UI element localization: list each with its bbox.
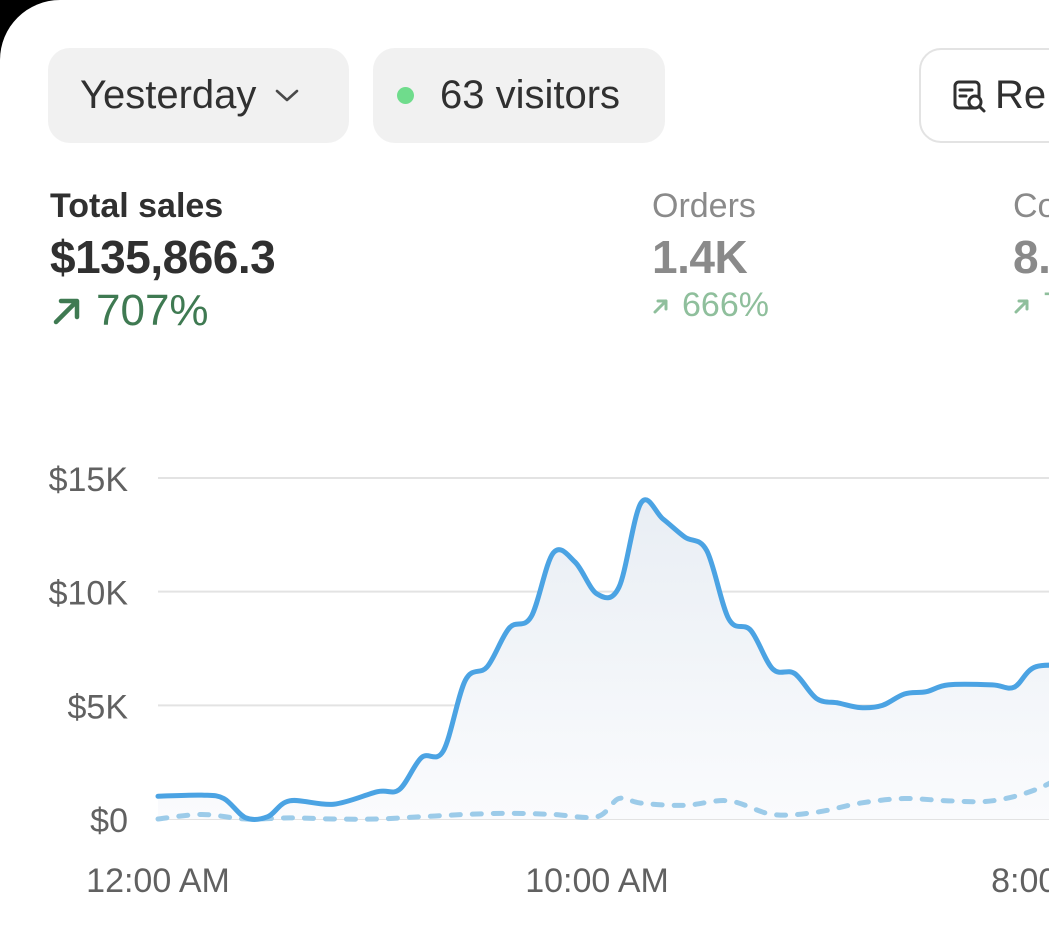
metric-label: Orders	[652, 187, 756, 225]
comparison-period-line	[155, 780, 1049, 822]
sales-area-fill	[158, 499, 1049, 820]
report-button[interactable]: Re	[919, 48, 1049, 143]
x-tick-label: 12:00 AM	[86, 862, 230, 900]
date-range-label: Yesterday	[80, 73, 257, 117]
metric-change: 707%	[50, 286, 275, 336]
y-tick-label: $5K	[68, 688, 129, 726]
arrow-up-right-icon	[53, 298, 80, 325]
x-tick-label: 8:00 P	[991, 862, 1049, 900]
x-tick-label: 10:00 AM	[525, 862, 669, 900]
metric-value: 8.	[1013, 231, 1049, 283]
y-tick-label: $15K	[49, 461, 129, 499]
metric-conversion[interactable]: Co 8. 7	[1013, 186, 1049, 325]
live-status-dot	[397, 87, 414, 104]
metric-change-value: 666%	[682, 286, 769, 324]
live-visitors-badge[interactable]: 63 visitors	[373, 48, 665, 143]
metric-orders[interactable]: Orders 1.4K 666%	[652, 186, 769, 325]
metric-total-sales[interactable]: Total sales $135,866.3 707%	[50, 186, 276, 336]
sales-line	[155, 497, 1049, 823]
metric-label: Co	[1013, 187, 1049, 225]
chevron-down-icon	[274, 88, 300, 104]
sales-over-time-chart: $0 $5K $10K $15K 12:00 AM 10:00 AM 8:00 P	[49, 461, 1049, 900]
y-tick-label: $10K	[49, 575, 129, 613]
y-tick-label: $0	[90, 802, 128, 840]
metric-change-value: 7	[1043, 286, 1049, 325]
arrow-up-right-icon	[653, 299, 668, 313]
visitors-count: 63 visitors	[440, 73, 621, 117]
metric-label: Total sales	[50, 187, 224, 225]
metric-value: $135,866.3	[50, 231, 276, 283]
arrow-up-right-icon	[1014, 299, 1029, 313]
report-search-icon	[951, 78, 987, 114]
metric-change-value: 707%	[96, 286, 209, 335]
metric-change: 7	[1013, 286, 1049, 325]
date-range-selector[interactable]: Yesterday	[48, 48, 349, 143]
metric-change: 666%	[652, 286, 769, 325]
metric-value: 1.4K	[652, 231, 748, 283]
report-button-label: Re	[995, 73, 1047, 117]
